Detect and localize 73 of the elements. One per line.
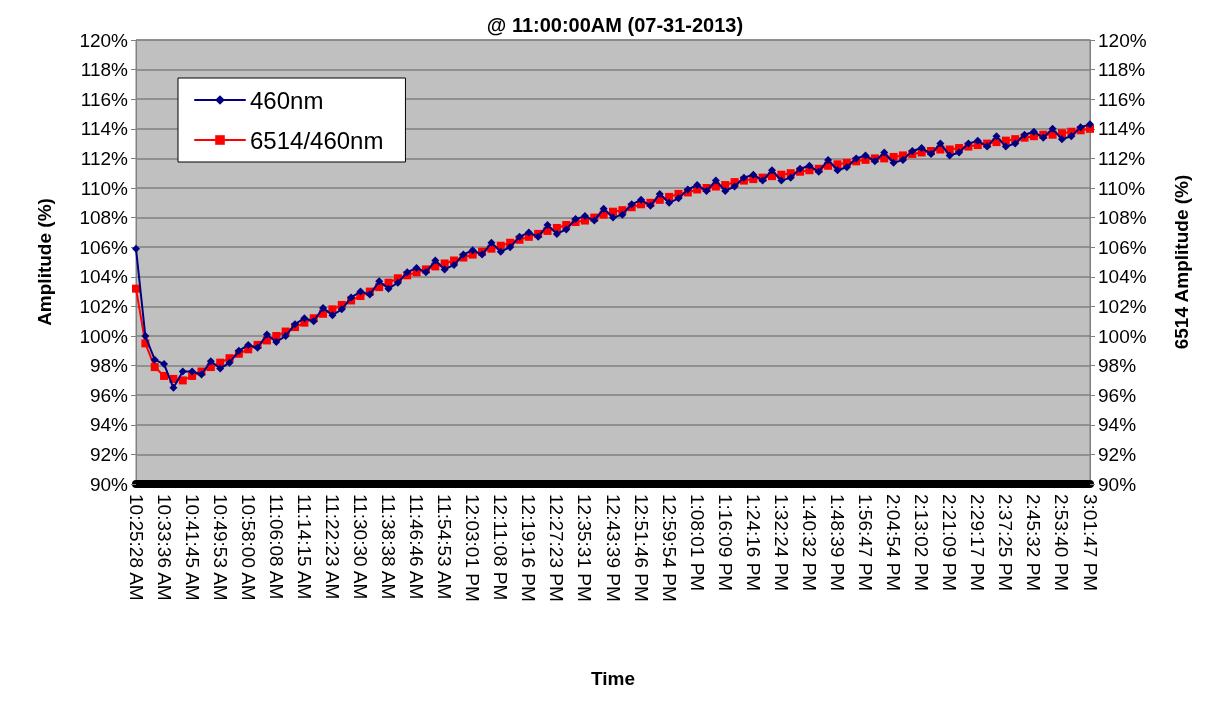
y2-tick-label: 100%	[1098, 325, 1147, 347]
x-tick-label: 10:33:36 AM	[153, 494, 175, 601]
y2-axis-title: 6514 Amplitude (%)	[1171, 174, 1192, 350]
x-tick-label: 12:51:46 PM	[630, 494, 652, 602]
y2-tick-label: 106%	[1098, 236, 1147, 258]
y-axis-title: Amplitude (%)	[34, 198, 55, 326]
x-tick-label: 1:40:32 PM	[798, 494, 820, 592]
x-tick-label: 11:38:38 AM	[378, 494, 400, 600]
x-tick-label: 12:03:01 PM	[462, 494, 484, 602]
y-tick-label: 98%	[89, 355, 129, 377]
x-tick-label: 10:25:28 AM	[125, 494, 147, 601]
x-tick-label: 2:29:17 PM	[967, 494, 989, 592]
y-tick-label: 92%	[89, 443, 129, 465]
x-tick-label: 10:58:00 AM	[237, 494, 259, 601]
x-tick-label: 2:13:02 PM	[911, 494, 933, 592]
y2-tick-label: 94%	[1098, 414, 1137, 436]
y2-tick-label: 114%	[1098, 118, 1146, 140]
x-tick-label: 1:48:39 PM	[826, 494, 848, 592]
x-tick-label: 3:01:47 PM	[1079, 494, 1101, 592]
y-tick-label: 106%	[79, 236, 129, 258]
y2-tick-label: 120%	[1098, 29, 1147, 51]
x-tick-label: 12:59:54 PM	[658, 494, 680, 602]
y-tick-label: 112%	[80, 147, 129, 169]
x-tick-label: 12:35:31 PM	[574, 494, 596, 602]
x-tick-label: 2:04:54 PM	[883, 494, 905, 592]
x-tick-label: 11:14:15 AM	[293, 494, 315, 600]
x-tick-label: 12:19:16 PM	[518, 494, 540, 602]
x-tick-label: 10:41:45 AM	[181, 494, 203, 601]
y2-tick-label: 102%	[1098, 295, 1147, 317]
y2-tick-label: 116%	[1098, 88, 1146, 110]
x-tick-label: 11:06:08 AM	[265, 494, 287, 600]
x-tick-label: 12:27:23 PM	[546, 494, 568, 602]
y2-tick-label: 92%	[1098, 443, 1137, 465]
y2-tick-label: 112%	[1098, 147, 1146, 169]
legend-label: 6514/460nm	[250, 126, 384, 154]
y-tick-label: 120%	[79, 29, 129, 51]
x-tick-label: 11:54:53 AM	[434, 494, 456, 600]
x-tick-label: 1:16:09 PM	[714, 494, 736, 592]
y-tick-label: 100%	[79, 325, 129, 347]
y2-tick-label: 96%	[1098, 384, 1137, 406]
x-tick-label: 11:30:30 AM	[349, 494, 371, 600]
x-tick-label: 12:43:39 PM	[602, 494, 624, 602]
x-tick-label: 1:32:24 PM	[770, 494, 792, 592]
x-tick-label: 11:22:23 AM	[321, 494, 343, 600]
y2-tick-label: 110%	[1098, 177, 1146, 199]
y-tick-label: 102%	[79, 295, 129, 317]
y-tick-label: 90%	[89, 473, 129, 495]
legend-label: 460nm	[250, 86, 324, 114]
y-tick-label: 104%	[79, 266, 129, 288]
chart-title: @ 11:00:00AM (07-31-2013)	[486, 14, 744, 36]
x-tick-label: 10:49:53 AM	[209, 494, 231, 601]
y2-tick-label: 104%	[1098, 266, 1147, 288]
y-tick-label: 108%	[79, 207, 129, 229]
y-tick-label: 118%	[80, 59, 129, 81]
x-axis-title: Time	[590, 668, 636, 689]
x-tick-label: 1:24:16 PM	[742, 494, 764, 592]
y2-tick-label: 90%	[1098, 473, 1137, 495]
x-tick-label: 2:45:32 PM	[1023, 494, 1045, 592]
x-tick-label: 12:11:08 PM	[490, 494, 512, 601]
x-tick-label: 1:56:47 PM	[855, 494, 877, 592]
x-tick-label: 11:46:46 AM	[406, 494, 428, 600]
y-tick-label: 96%	[89, 384, 129, 406]
y-tick-label: 94%	[89, 414, 129, 436]
y-tick-label: 110%	[80, 177, 129, 199]
x-tick-label: 2:53:40 PM	[1051, 494, 1073, 592]
y-tick-label: 116%	[80, 88, 129, 110]
x-tick-label: 2:21:09 PM	[939, 494, 961, 592]
y2-tick-label: 108%	[1098, 207, 1147, 229]
y-tick-label: 114%	[80, 118, 129, 140]
y2-tick-label: 118%	[1098, 59, 1146, 81]
y2-tick-label: 98%	[1098, 355, 1137, 377]
x-tick-label: 1:08:01 PM	[686, 494, 708, 592]
x-tick-label: 2:37:25 PM	[995, 494, 1017, 592]
